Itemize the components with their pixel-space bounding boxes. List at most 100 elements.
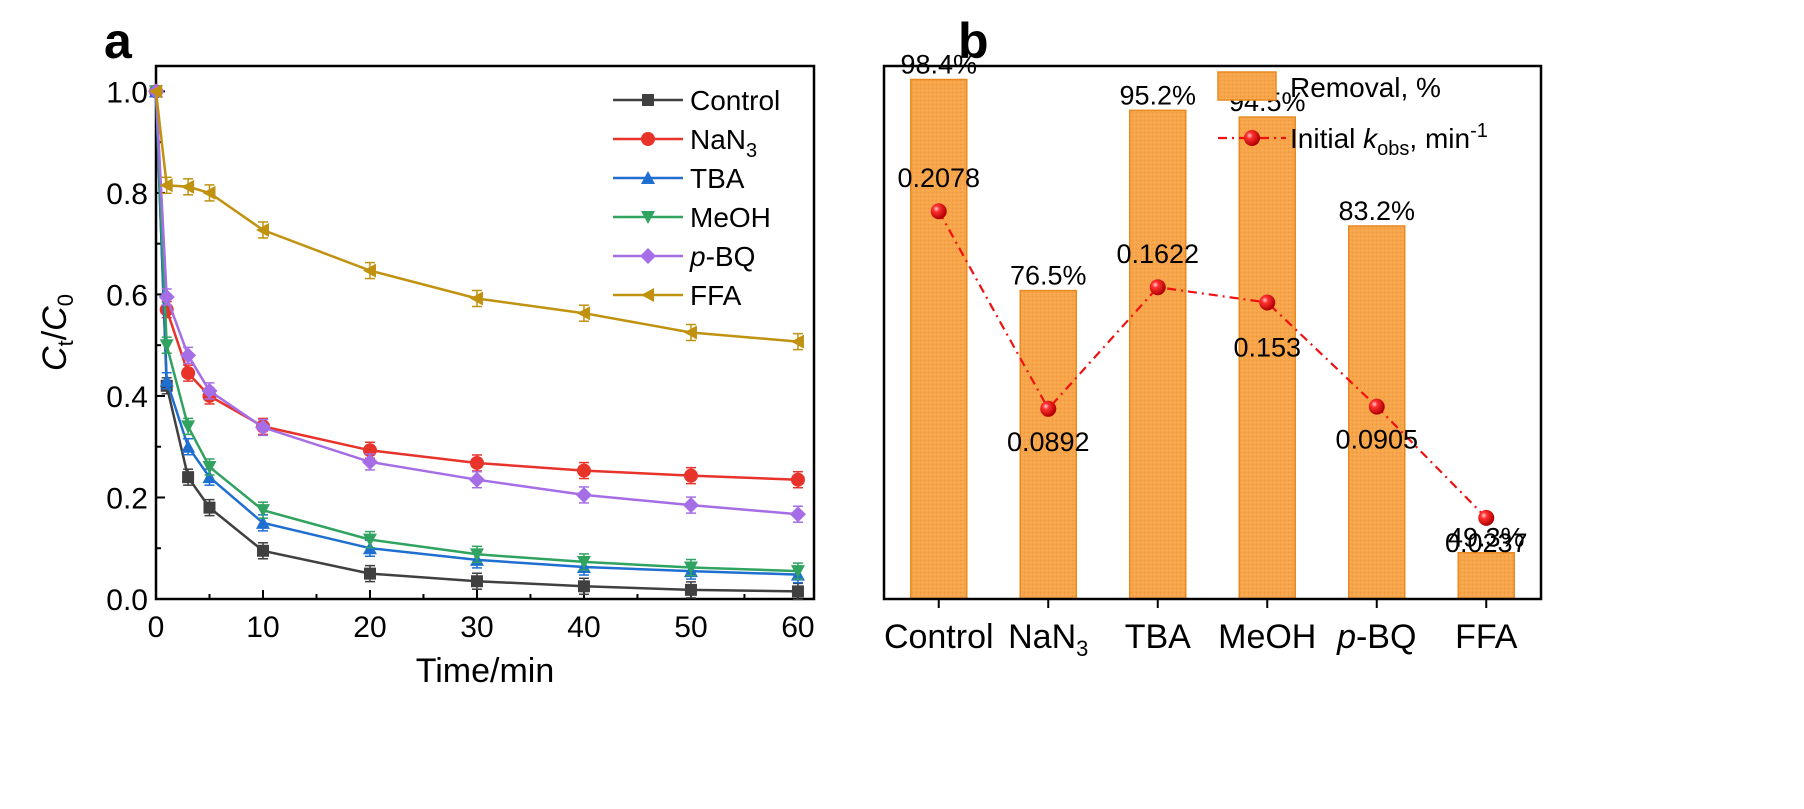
data-point-p-BQ-30 [468,471,485,488]
data-point-MeOH-10 [255,504,270,518]
panel-b-label: b [958,13,989,69]
data-point-FFA-5 [202,185,216,200]
kobs-point-1 [1040,400,1057,417]
data-point-FFA-60 [790,334,804,349]
series-p-BQ [148,83,806,523]
bar-label-1: 76.5% [1010,261,1087,291]
kobs-label-5: 0.0237 [1445,528,1528,558]
bar-label-5: 49.3% [1448,523,1525,553]
category-label-2: TBA [1125,618,1191,656]
legend-removal-label: Removal, % [1290,72,1441,103]
data-point-MeOH-30 [469,548,484,562]
bar-label-2: 95.2% [1119,80,1196,110]
bar-label-4: 83.2% [1338,196,1415,226]
bar-0 [910,78,968,600]
data-point-p-BQ-3 [180,347,197,364]
data-point-MeOH-1 [159,339,174,353]
legend-label-p-BQ: p-BQ [689,241,755,272]
data-point-p-BQ-1 [158,288,175,305]
legend-label-NaN3: NaN3 [690,124,757,162]
data-point-NaN3-3 [181,366,196,381]
data-point-FFA-0 [149,84,162,99]
data-point-MeOH-40 [576,555,591,569]
category-label-1: NaN3 [1008,618,1088,661]
y-tick-label-3: 0.6 [106,279,148,312]
data-point-FFA-10 [255,222,269,237]
x-tick-label-50: 50 [674,611,707,644]
kobs-point-5 [1478,509,1495,526]
series-line-TBA [154,91,799,576]
data-point-p-BQ-10 [254,419,271,436]
data-point-MeOH-50 [683,561,698,575]
series-line-MeOH [154,91,799,573]
data-point-MeOH-60 [790,565,805,579]
category-label-3: MeOH [1218,618,1316,656]
legend-marker-Control [642,94,654,106]
legend-marker-MeOH [641,211,655,224]
series-line-Control [154,91,799,593]
data-point-p-BQ-5 [201,382,218,399]
panel-b-legend: Removal, % Initial kobs, min-1 [1217,71,1488,160]
legend-label-Control: Control [690,85,780,116]
data-point-TBA-1 [159,373,174,387]
legend-label-TBA: TBA [690,163,745,194]
data-point-FFA-50 [683,325,697,340]
data-point-MeOH-3 [181,420,196,434]
legend-marker-FFA [641,288,654,302]
legend-marker-NaN3 [641,132,655,146]
data-point-Control-20 [363,567,376,580]
data-point-Control-5 [203,501,216,514]
data-point-NaN3-60 [790,472,805,487]
data-point-p-BQ-40 [575,486,592,503]
y-tick-label-1: 0.2 [106,482,148,515]
y-axis-title: Ct/C0 [36,294,78,371]
data-point-NaN3-50 [683,468,698,483]
data-point-Control-3 [182,471,195,484]
bar-1 [1019,289,1077,600]
data-point-FFA-1 [159,178,173,193]
legend-kobs-marker [1244,130,1260,146]
bar-2 [1129,109,1187,600]
series-FFA [149,84,804,351]
data-point-TBA-10 [255,515,270,529]
data-point-p-BQ-20 [361,453,378,470]
category-label-4: p-BQ [1336,618,1416,656]
series-line-p-BQ [154,91,799,516]
data-point-NaN3-40 [576,463,591,478]
legend-removal-swatch [1217,71,1277,101]
y-tick-label-0: 0.0 [106,584,148,617]
data-point-Control-10 [256,544,269,557]
kobs-line [937,210,1488,519]
category-label-5: FFA [1455,618,1518,656]
data-point-p-BQ-60 [789,506,806,523]
data-point-FFA-3 [181,179,195,194]
series-line-NaN3 [154,91,799,481]
kobs-label-0: 0.2078 [897,163,980,193]
data-point-TBA-5 [202,470,217,484]
kobs-point-3 [1259,294,1276,311]
legend-label-MeOH: MeOH [690,202,771,233]
panel-a-label: a [104,13,133,69]
x-tick-label-60: 60 [781,611,814,644]
x-tick-label-20: 20 [353,611,386,644]
x-tick-label-10: 10 [246,611,279,644]
data-point-FFA-40 [576,306,590,321]
data-point-NaN3-30 [469,455,484,470]
data-point-FFA-30 [469,291,483,306]
category-label-0: Control [884,618,994,656]
series-Control [150,85,804,601]
data-point-Control-40 [577,580,590,593]
data-point-FFA-20 [362,263,376,278]
panel-b-bar-chart: 98.4%76.5%95.2% 94.5%83.2%49.3%0.20780.08… [882,49,1543,661]
legend-kobs-label: Initial kobs, min-1 [1290,120,1488,160]
kobs-label-1: 0.0892 [1007,427,1090,457]
panel-a-axes-frame [154,64,816,601]
kobs-label-2: 0.1622 [1116,239,1199,269]
x-tick-label-0: 0 [148,611,165,644]
data-point-MeOH-20 [362,533,377,547]
x-tick-label-40: 40 [567,611,600,644]
x-axis-title: Time/min [416,652,555,690]
legend-label-FFA: FFA [690,280,742,311]
data-point-TBA-3 [181,439,196,453]
